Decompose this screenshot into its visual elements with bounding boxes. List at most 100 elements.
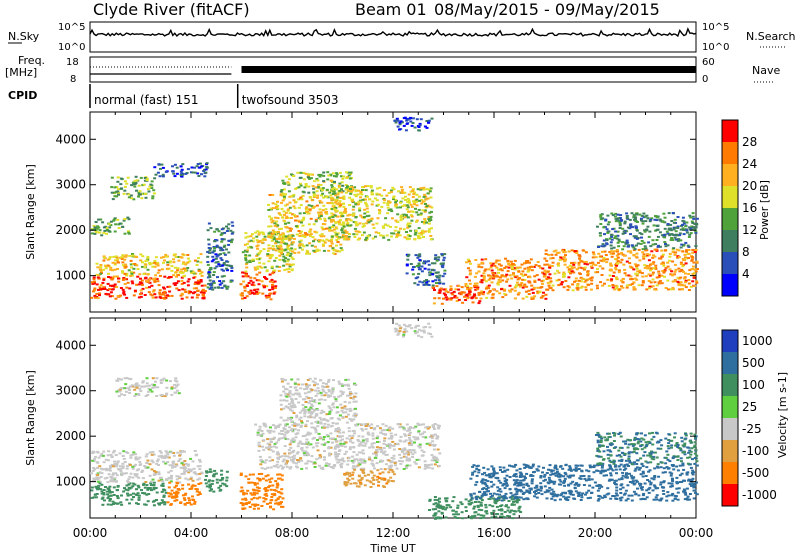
data-cell-6: [323, 456, 326, 459]
data-cell-12: [450, 297, 454, 300]
data-cell-7: [284, 257, 288, 260]
data-cell-16: [434, 279, 438, 282]
data-cell-8: [312, 249, 316, 252]
data-cell-1: [184, 263, 188, 266]
data-cell-3: [149, 183, 153, 186]
data-cell-1: [168, 464, 172, 467]
data-cell-12: [478, 300, 482, 303]
data-cell-5: [223, 231, 227, 234]
data-cell-1: [140, 471, 144, 473]
data-cell-1: [132, 271, 136, 274]
data-cell-1: [189, 270, 193, 273]
data-cell-7: [261, 241, 264, 244]
data-cell-14: [596, 268, 599, 271]
data-cell-10: [408, 201, 411, 204]
data-cell-10: [420, 233, 424, 236]
data-cell-14: [617, 271, 621, 274]
data-cell-12: [467, 288, 471, 291]
data-cell-9: [335, 173, 339, 176]
data-cell-6: [421, 435, 425, 438]
data-cell-1: [141, 255, 145, 258]
data-cell-13: [519, 273, 523, 276]
data-cell-0: [196, 279, 200, 282]
data-cell-13: [483, 269, 487, 272]
data-cell-0: [108, 489, 112, 492]
data-cell-1: [108, 464, 112, 467]
data-cell-6: [306, 431, 310, 434]
data-cell-14: [551, 284, 555, 287]
data-cell-0: [109, 284, 112, 287]
data-cell-13: [540, 280, 544, 283]
data-cell-10: [331, 188, 335, 191]
data-cell-8: [277, 246, 281, 249]
data-cell-1: [104, 267, 108, 270]
data-cell-1: [179, 466, 183, 469]
data-cell-14: [646, 254, 650, 257]
data-cell-1: [95, 476, 99, 479]
data-cell-6: [428, 444, 432, 447]
data-cell-6: [431, 440, 435, 443]
data-cell-14: [677, 256, 681, 259]
data-cell-7: [316, 387, 320, 390]
data-cell-5: [216, 276, 219, 279]
data-cell-14: [628, 265, 632, 268]
data-cell-6: [359, 451, 363, 454]
data-cell-0: [142, 482, 146, 485]
data-cell-6: [423, 460, 427, 463]
data-cell-7: [348, 392, 352, 395]
data-cell-7: [291, 399, 294, 402]
data-cell-1: [124, 263, 128, 266]
data-cell-15: [682, 220, 686, 223]
data-cell-13: [523, 283, 527, 286]
data-cell-10: [392, 198, 395, 201]
data-cell-8: [281, 199, 285, 202]
data-cell-0: [154, 487, 158, 489]
data-cell-1: [174, 256, 178, 258]
data-cell-10: [385, 234, 389, 237]
data-cell-6: [410, 444, 414, 447]
data-cell-7: [255, 239, 259, 242]
data-cell-10: [415, 198, 419, 201]
data-cell-14: [547, 253, 551, 256]
data-cell-10: [351, 208, 355, 211]
data-cell-0: [199, 291, 203, 294]
data-cell-1: [172, 452, 176, 454]
data-cell-14: [544, 249, 548, 252]
data-cell-6: [424, 436, 428, 439]
power-colorbar-label: Power [dB]: [758, 180, 771, 240]
data-cell-14: [647, 273, 651, 276]
data-cell-5: [225, 264, 229, 267]
data-cell-3: [127, 196, 131, 199]
data-cell-7: [314, 394, 318, 397]
data-cell-15: [638, 232, 642, 235]
data-cell-10: [348, 213, 352, 216]
data-cell-5: [269, 499, 273, 502]
data-cell-15: [652, 224, 656, 227]
data-cell-15: [614, 220, 618, 223]
data-cell-10: [344, 207, 347, 210]
data-cell-14: [641, 251, 645, 254]
data-cell-6: [378, 448, 382, 451]
data-cell-5: [257, 490, 261, 492]
data-cell-1: [99, 467, 103, 470]
data-cell-7: [303, 415, 307, 418]
data-cell-2: [167, 486, 171, 489]
data-cell-2: [109, 224, 113, 227]
data-cell-4: [205, 470, 208, 473]
data-cell-7: [257, 258, 261, 261]
data-cell-6: [383, 450, 387, 453]
data-cell-7: [278, 266, 282, 268]
data-cell-7: [326, 420, 330, 423]
data-cell-6: [350, 437, 354, 440]
data-cell-16: [423, 267, 427, 270]
data-cell-13: [528, 276, 532, 279]
data-cell-1: [139, 463, 143, 466]
data-cell-13: [532, 265, 536, 268]
data-cell-15: [610, 238, 614, 241]
data-cell-10: [395, 233, 399, 236]
data-cell-10: [344, 188, 348, 191]
data-cell-10: [417, 232, 421, 235]
data-cell-9: [313, 193, 317, 196]
data-cell-6: [296, 459, 299, 461]
data-cell-10: [365, 222, 369, 225]
